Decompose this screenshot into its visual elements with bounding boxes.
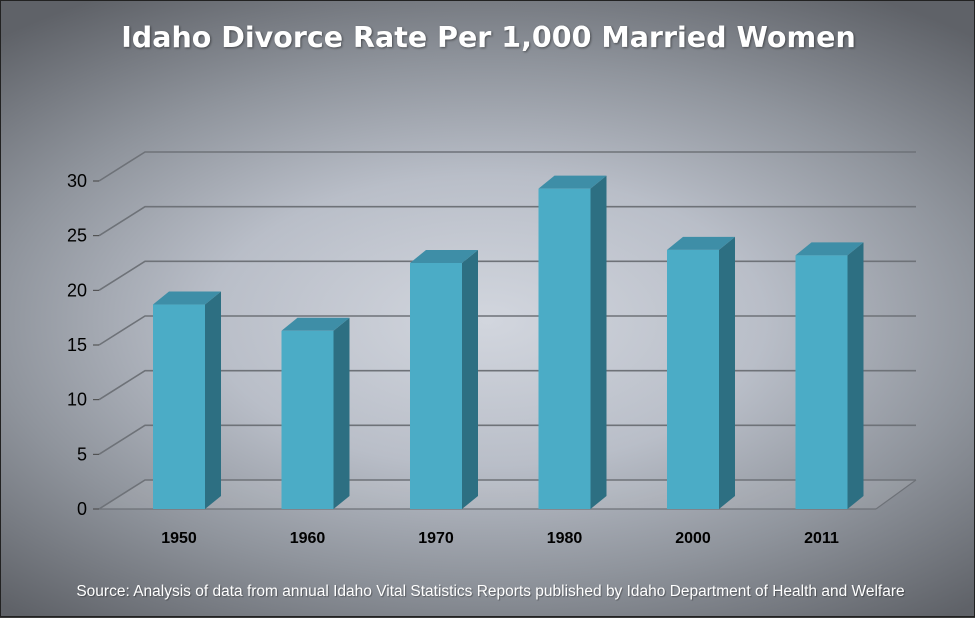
gridline	[98, 205, 916, 237]
bar-top	[410, 250, 478, 263]
bar-top	[281, 317, 350, 331]
x-axis: 1950 1960 1970 1980 2000 2011	[161, 530, 839, 547]
floor-edge	[875, 479, 917, 510]
bar-top	[795, 242, 864, 256]
source-note: Source: Analysis of data from annual Ida…	[76, 583, 905, 600]
y-axis: 0 5 10 15 20 25 30	[67, 171, 99, 519]
bar-top	[538, 175, 607, 189]
y-tick-label: 25	[67, 226, 87, 246]
bar	[795, 242, 864, 509]
x-tick-label: 1950	[161, 530, 197, 547]
bars	[153, 175, 864, 510]
bar	[410, 250, 478, 509]
x-tick-label: 1970	[418, 530, 454, 547]
bar-front	[410, 263, 462, 509]
bar-front	[153, 304, 205, 509]
y-tick-label: 5	[77, 444, 87, 464]
x-tick-label: 2011	[804, 530, 839, 547]
chart-title: Idaho Divorce Rate Per 1,000 Married Wom…	[121, 21, 856, 54]
y-tick-label: 15	[67, 335, 87, 355]
bar-front	[538, 188, 591, 510]
y-tick-label: 0	[77, 499, 87, 519]
floor	[99, 480, 916, 509]
bar-side	[462, 250, 478, 509]
gridlines	[98, 151, 917, 510]
bar-side	[719, 236, 735, 509]
bar-front	[795, 255, 848, 509]
x-tick-label: 1980	[547, 530, 583, 547]
bar	[281, 317, 350, 509]
y-tick-label: 20	[67, 280, 87, 300]
bar-side	[847, 242, 864, 509]
gridline	[98, 424, 916, 456]
y-tick-label: 30	[67, 171, 87, 191]
gridline	[98, 260, 916, 292]
bar-top	[153, 291, 221, 305]
bar	[667, 236, 735, 509]
bar-side	[205, 291, 221, 509]
bar-side	[333, 317, 350, 509]
gridline	[98, 315, 916, 346]
bar	[538, 175, 607, 510]
bar-front	[667, 249, 719, 509]
gridline	[98, 369, 916, 401]
gridline	[98, 479, 916, 510]
bar-top	[667, 236, 735, 250]
x-tick-label: 1960	[290, 530, 326, 547]
bar-front	[281, 330, 334, 509]
bar-side	[590, 175, 607, 510]
y-tick-label: 10	[67, 390, 87, 410]
gridline	[98, 151, 916, 182]
bar	[153, 291, 221, 509]
x-tick-label: 2000	[675, 530, 711, 547]
